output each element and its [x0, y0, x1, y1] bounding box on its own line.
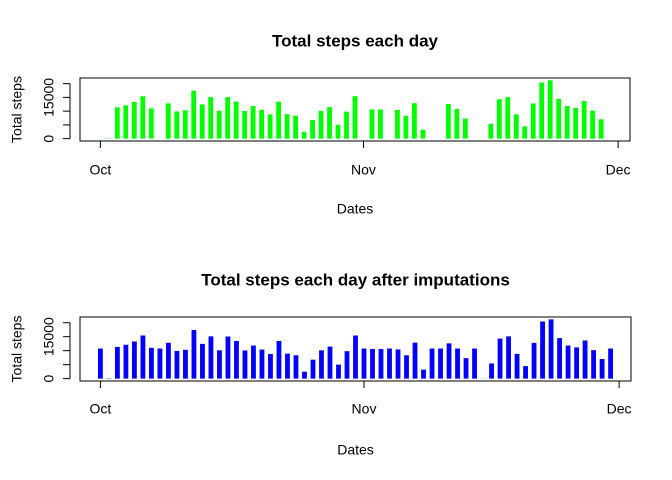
- y-tick-label: 0: [41, 375, 57, 383]
- x-axis-label: Dates: [337, 442, 374, 458]
- chart-title: Total steps each day after imputations: [201, 270, 510, 289]
- x-tick-label: Nov: [352, 401, 377, 417]
- x-tick-label: Dec: [606, 162, 631, 178]
- y-tick-label: 15000: [41, 78, 57, 117]
- chart-title: Total steps each day: [272, 31, 439, 50]
- x-tick-label: Nov: [351, 162, 376, 178]
- x-tick-label: Dec: [607, 401, 632, 417]
- x-axis-label: Dates: [337, 201, 374, 217]
- y-axis-label: Total steps: [9, 76, 25, 143]
- y-tick-label: 15000: [41, 317, 57, 356]
- y-tick-label: 0: [41, 135, 57, 143]
- y-axis-label: Total steps: [9, 316, 25, 383]
- x-tick-label: Oct: [90, 401, 112, 417]
- x-tick-label: Oct: [89, 162, 111, 178]
